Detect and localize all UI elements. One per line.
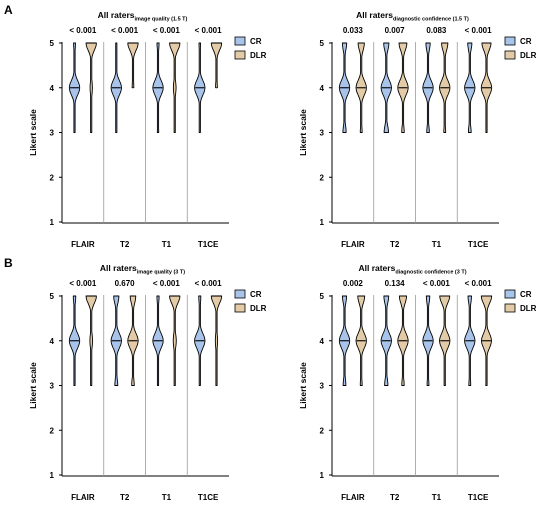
y-tick-label: 3 — [320, 129, 325, 138]
x-category-label: T1CE — [198, 493, 219, 502]
p-value-label: < 0.001 — [465, 279, 492, 288]
chart-title-subscript: image quality (1.5 T) — [134, 17, 187, 23]
y-tick-label: 3 — [50, 382, 55, 391]
y-axis-label: Likert scale — [298, 362, 308, 409]
chart-title-main: All raters — [356, 10, 393, 20]
y-tick-label: 4 — [320, 84, 325, 93]
chart-title: All ratersimage quality (3 T) — [100, 263, 185, 276]
panel-letter: A — [4, 3, 13, 17]
violin-panel-4: All ratersdiagnostic confidence (3 T) 1 2 3… — [298, 263, 537, 502]
chart-title-main: All raters — [358, 263, 395, 273]
p-value-label: < 0.001 — [195, 26, 222, 35]
violin-dlr — [85, 42, 97, 133]
p-value-label: < 0.001 — [195, 279, 222, 288]
y-tick-label: 2 — [320, 173, 325, 182]
p-value-label: < 0.001 — [111, 26, 138, 35]
legend-swatch-cr — [504, 289, 516, 299]
y-tick-label: 5 — [320, 39, 325, 48]
violin-panel-3: B All ratersimage quality (3 T) 1 2 3 4 5 Liker… — [4, 256, 267, 502]
legend-label-dlr: DLR — [250, 51, 267, 60]
violin-dlr — [169, 295, 181, 386]
legend-swatch-dlr — [504, 303, 516, 313]
x-category-label: T2 — [390, 240, 400, 249]
y-tick-label: 5 — [320, 292, 325, 301]
x-category-label: T1 — [432, 493, 442, 502]
p-value-label: 0.083 — [426, 26, 447, 35]
legend-label-cr: CR — [250, 37, 262, 46]
y-tick-label: 2 — [50, 173, 55, 182]
legend-label-cr: CR — [520, 290, 532, 299]
legend-swatch-cr — [234, 289, 246, 299]
legend-swatch-cr — [234, 36, 246, 46]
y-tick-label: 1 — [50, 471, 55, 480]
y-tick-label: 4 — [320, 337, 325, 346]
p-value-label: < 0.001 — [423, 279, 450, 288]
violin-dlr — [85, 295, 97, 386]
x-category-label: T2 — [120, 240, 130, 249]
legend-label-dlr: DLR — [520, 304, 537, 313]
x-category-label: T1CE — [198, 240, 219, 249]
legend-label-cr: CR — [520, 37, 532, 46]
legend-swatch-dlr — [234, 303, 246, 313]
legend-swatch-cr — [504, 36, 516, 46]
p-value-label: < 0.001 — [69, 26, 96, 35]
p-value-label: 0.002 — [343, 279, 364, 288]
x-category-label: T2 — [390, 493, 400, 502]
y-tick-label: 2 — [50, 426, 55, 435]
y-axis-label: Likert scale — [28, 109, 38, 156]
chart-title: All ratersdiagnostic confidence (3 T) — [358, 263, 466, 276]
chart-title-subscript: diagnostic confidence (3 T) — [395, 270, 466, 276]
p-value-label: < 0.001 — [153, 26, 180, 35]
y-axis-label: Likert scale — [28, 362, 38, 409]
x-category-label: T2 — [120, 493, 130, 502]
x-category-label: T1CE — [468, 493, 489, 502]
violin-panel-1: A All ratersimage quality (1.5 T) 1 2 3 4 5 Lik… — [4, 3, 267, 249]
p-value-label: < 0.001 — [465, 26, 492, 35]
y-tick-label: 2 — [320, 426, 325, 435]
legend-label-dlr: DLR — [250, 304, 267, 313]
violin-dlr — [210, 42, 223, 89]
p-value-label: 0.670 — [115, 279, 136, 288]
y-axis-label: Likert scale — [298, 109, 308, 156]
x-category-label: T1 — [162, 493, 172, 502]
violin-dlr — [169, 42, 181, 133]
y-tick-label: 4 — [50, 84, 55, 93]
x-category-label: T1CE — [468, 240, 489, 249]
panel-letter: B — [4, 256, 13, 270]
chart-title-subscript: diagnostic confidence (1.5 T) — [393, 17, 469, 23]
chart-title-main: All raters — [98, 10, 135, 20]
chart-title-subscript: image quality (3 T) — [137, 270, 185, 276]
x-category-label: FLAIR — [71, 493, 95, 502]
p-value-label: 0.134 — [385, 279, 406, 288]
legend-swatch-dlr — [234, 50, 246, 60]
chart-title: All ratersimage quality (1.5 T) — [98, 10, 188, 23]
p-value-label: < 0.001 — [153, 279, 180, 288]
p-value-label: < 0.001 — [69, 279, 96, 288]
y-tick-label: 1 — [320, 471, 325, 480]
x-category-label: FLAIR — [71, 240, 95, 249]
y-tick-label: 1 — [50, 218, 55, 227]
x-category-label: T1 — [162, 240, 172, 249]
legend-label-cr: CR — [250, 290, 262, 299]
legend-swatch-dlr — [504, 50, 516, 60]
p-value-label: 0.033 — [343, 26, 364, 35]
y-tick-label: 4 — [50, 337, 55, 346]
chart-title: All ratersdiagnostic confidence (1.5 T) — [356, 10, 469, 23]
x-category-label: T1 — [432, 240, 442, 249]
y-tick-label: 5 — [50, 39, 55, 48]
x-category-label: FLAIR — [341, 240, 365, 249]
violin-dlr — [210, 295, 223, 386]
legend-label-dlr: DLR — [520, 51, 537, 60]
p-value-label: 0.007 — [385, 26, 406, 35]
x-category-label: FLAIR — [341, 493, 365, 502]
y-tick-label: 5 — [50, 292, 55, 301]
chart-title-main: All raters — [100, 263, 137, 273]
y-tick-label: 3 — [320, 382, 325, 391]
violin-dlr — [127, 42, 139, 89]
y-tick-label: 3 — [50, 129, 55, 138]
violin-panel-2: All ratersdiagnostic confidence (1.5 T) 1… — [298, 10, 537, 249]
y-tick-label: 1 — [320, 218, 325, 227]
